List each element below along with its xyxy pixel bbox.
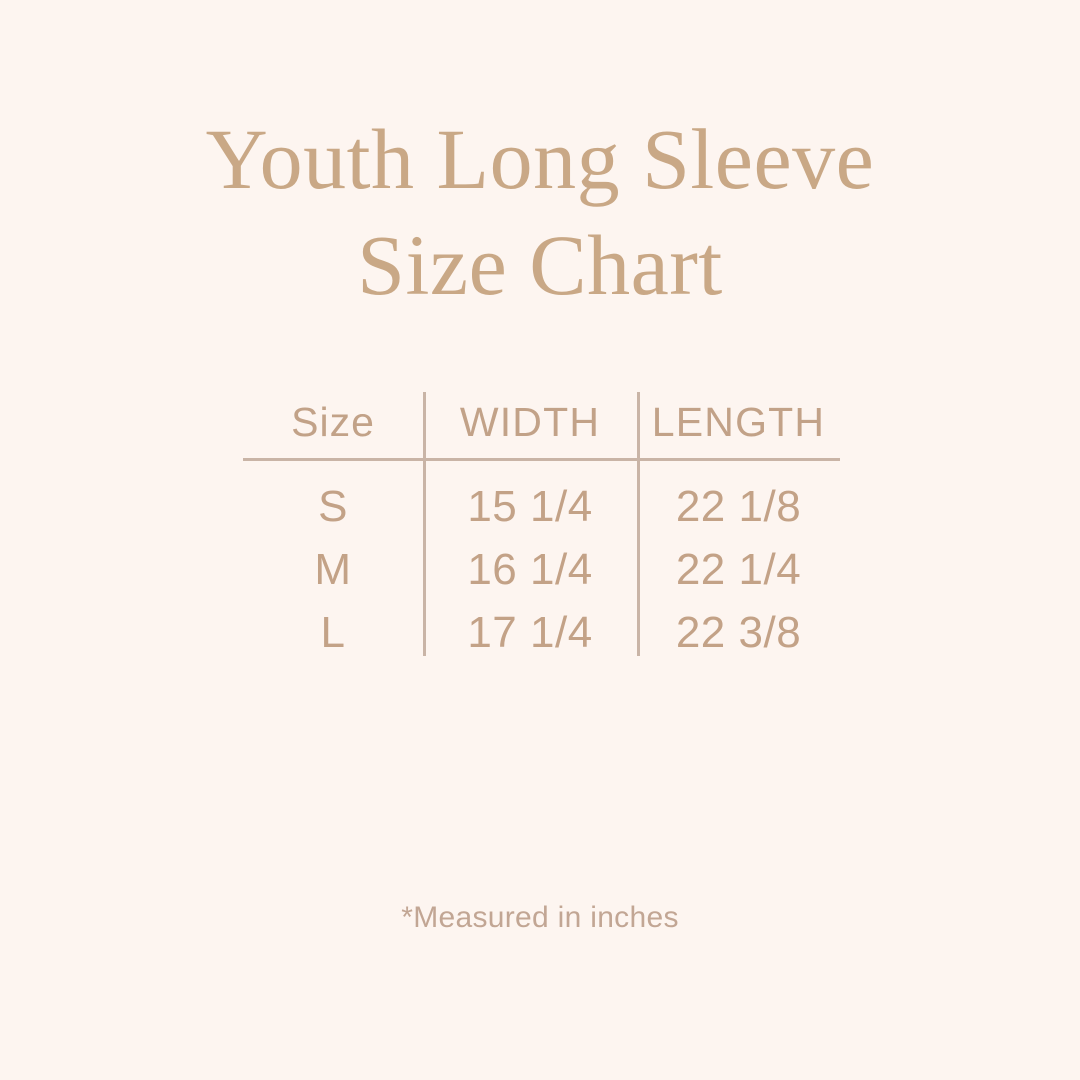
title-line-2: Size Chart	[357, 217, 723, 313]
cell-size: M	[314, 545, 352, 594]
table-row: M 16 1/4 22 1/4	[243, 538, 840, 601]
cell-width: 17 1/4	[467, 608, 593, 657]
cell-size: S	[318, 482, 348, 531]
size-table: Size WIDTH LENGTH S 15 1/4 22 1/8 M 16 1…	[243, 386, 840, 664]
column-divider-1	[423, 392, 426, 656]
cell-length: 22 3/8	[675, 608, 802, 657]
table-row: L 17 1/4 22 3/8	[243, 601, 840, 664]
size-table-body: S 15 1/4 22 1/8 M 16 1/4 22 1/4 L 17 1/4…	[243, 460, 840, 665]
measurement-footnote: *Measured in inches	[401, 901, 679, 934]
table-header-row: Size WIDTH LENGTH	[243, 386, 840, 461]
title-line-1: Youth Long Sleeve	[205, 111, 875, 207]
size-table-header: Size WIDTH LENGTH	[243, 386, 840, 461]
page-title: Youth Long Sleeve Size Chart	[0, 106, 1080, 318]
column-header-width: WIDTH	[423, 386, 637, 461]
table-row: S 15 1/4 22 1/8	[243, 460, 840, 539]
column-divider-2	[637, 392, 640, 656]
column-header-size: Size	[243, 386, 423, 461]
cell-length: 22 1/8	[675, 482, 802, 531]
cell-length: 22 1/4	[675, 545, 802, 594]
cell-width: 16 1/4	[467, 545, 593, 594]
cell-width: 15 1/4	[467, 482, 593, 531]
column-header-length: LENGTH	[637, 386, 840, 461]
cell-size: L	[320, 608, 346, 657]
size-table-container: Size WIDTH LENGTH S 15 1/4 22 1/8 M 16 1…	[243, 386, 840, 664]
